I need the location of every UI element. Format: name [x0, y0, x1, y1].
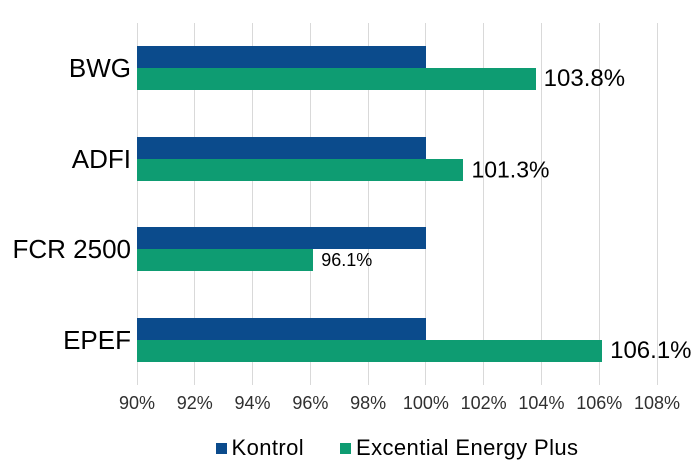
x-tick-label-96%: 96% [292, 393, 329, 413]
value-label-bwg: 103.8% [543, 65, 626, 93]
gridline-98% [367, 23, 369, 385]
legend-item-excential-energy-plus: Excential Energy Plus [340, 435, 578, 461]
value-label-adfi: 101.3% [471, 156, 550, 183]
bar-excential-energy-plus-fcr-2500 [137, 249, 314, 272]
category-label-bwg: BWG [68, 53, 131, 84]
x-tick-label-104%: 104% [518, 393, 565, 413]
gridline-100% [425, 23, 427, 385]
bar-kontrol-fcr-2500 [137, 227, 426, 250]
gridline-90% [136, 23, 138, 385]
category-axis: BWG ADFI FCR 2500 EPEF [0, 0, 132, 473]
category-label-fcr-2500: FCR 2500 [12, 234, 132, 265]
gridline-104% [540, 23, 542, 385]
x-tick-label-98%: 98% [350, 393, 387, 413]
bar-kontrol-adfi [137, 136, 426, 159]
gridline-102% [483, 23, 485, 385]
x-tick-label-108%: 108% [633, 393, 681, 413]
value-label-epef: 106.1% [610, 336, 692, 364]
category-label-adfi: ADFI [71, 143, 131, 174]
x-tick-label-106%: 106% [576, 393, 623, 413]
legend-swatch-excential-energy-plus-icon [340, 442, 352, 454]
x-tick-label-94%: 94% [234, 393, 271, 413]
x-tick-label-100%: 100% [402, 393, 449, 413]
legend: Kontrol Excential Energy Plus [137, 435, 657, 461]
x-tick-label-102%: 102% [460, 393, 507, 413]
category-label-epef: EPEF [63, 324, 131, 355]
legend-item-kontrol: Kontrol [215, 435, 305, 461]
value-label-fcr-2500: 96.1% [321, 250, 373, 271]
plot-area: 103.8% 101.3% 96.1% 106.1% [136, 23, 692, 385]
bar-excential-energy-plus-epef [137, 339, 603, 362]
gridline-108% [656, 23, 658, 385]
bar-kontrol-epef [137, 317, 426, 340]
legend-label-kontrol: Kontrol [231, 435, 305, 460]
bar-excential-energy-plus-adfi [137, 158, 464, 181]
x-tick-label-92%: 92% [176, 393, 213, 413]
bar-kontrol-bwg [137, 46, 426, 69]
gridline-92% [194, 23, 196, 385]
gridline-94% [252, 23, 254, 385]
legend-label-excential-energy-plus: Excential Energy Plus [356, 435, 579, 460]
gridline-106% [598, 23, 600, 385]
legend-swatch-kontrol-icon [215, 442, 227, 454]
bar-excential-energy-plus-bwg [137, 68, 536, 91]
gridline-96% [309, 23, 311, 385]
